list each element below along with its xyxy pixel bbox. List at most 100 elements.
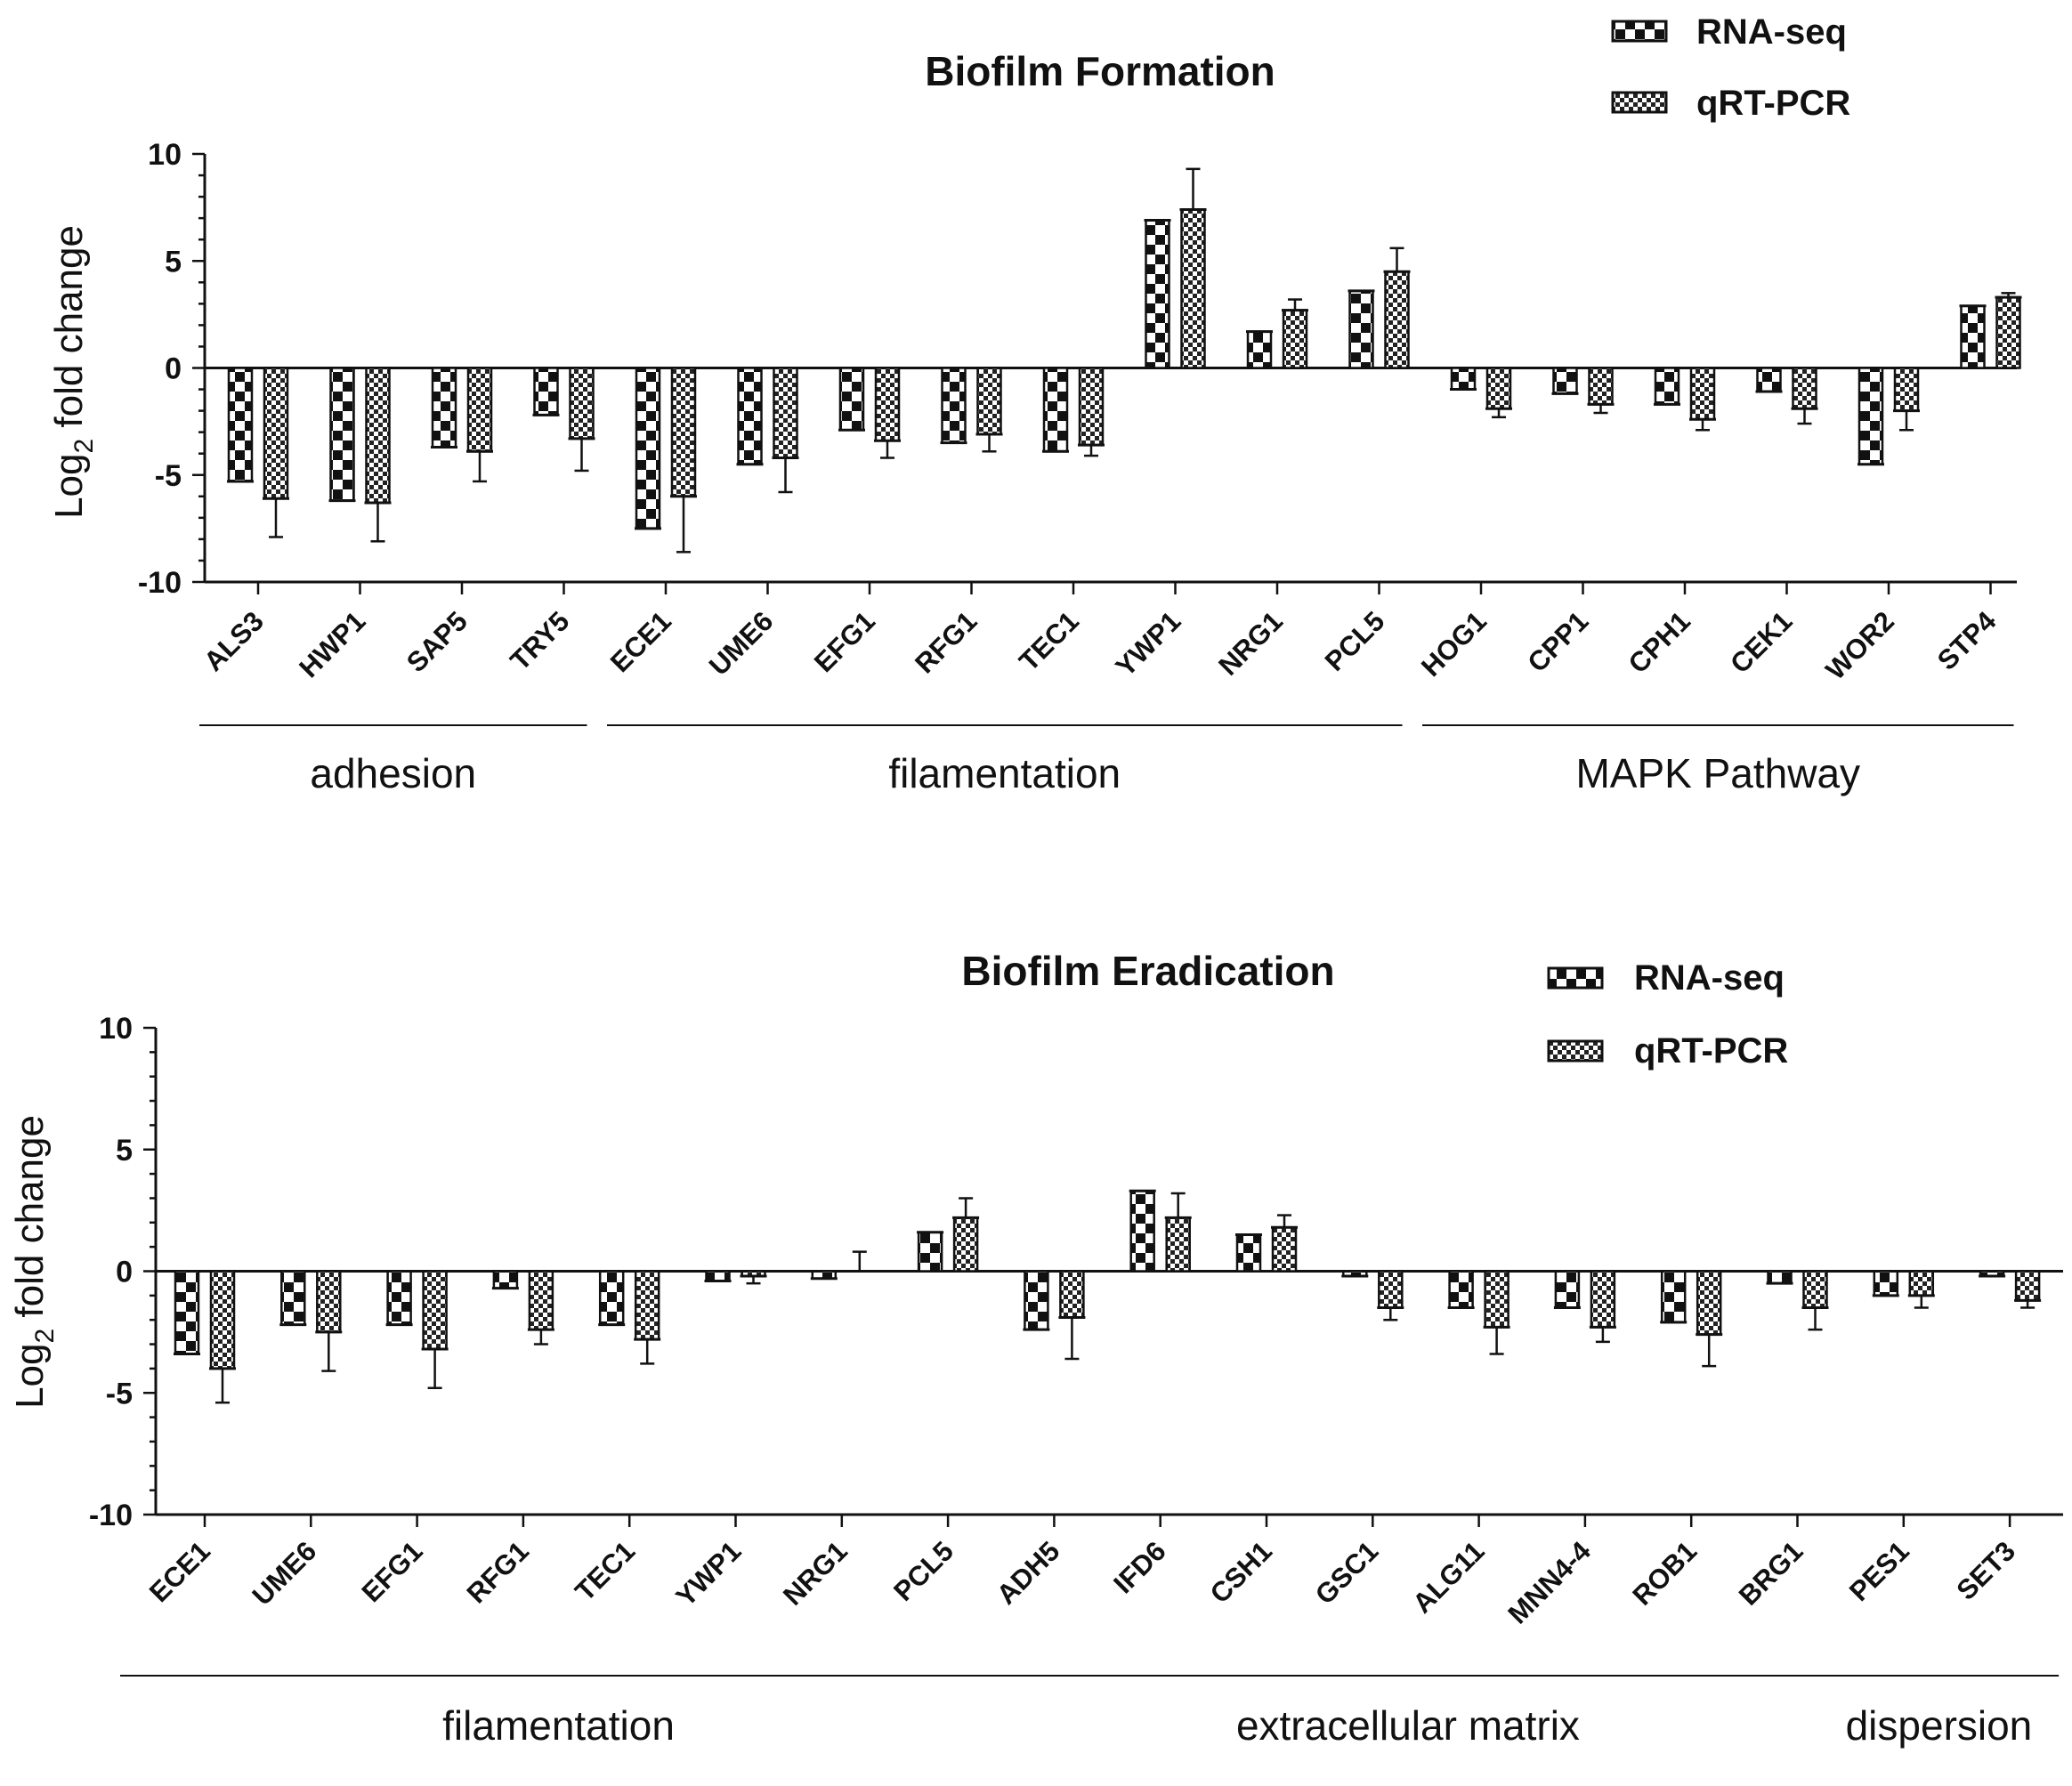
bar-rna-seq-nrg1 xyxy=(1246,330,1273,369)
legend-label-rna-seq: RNA-seq xyxy=(1696,12,1847,52)
x-tick-label: UME6 xyxy=(247,1535,323,1612)
y-tick-label: -10 xyxy=(89,1499,133,1532)
chart-title: Biofilm Formation xyxy=(925,48,1275,94)
category-labels: ECE1 UME6 EFG1 RFG1 TEC1 YWP1 NRG1 PCL5 ADH5 IFD6… xyxy=(143,1535,2021,1630)
x-tick-label: BRG1 xyxy=(1733,1535,1809,1612)
y-tick-label: 10 xyxy=(99,1012,133,1046)
bar-qrt-pcr-efg1 xyxy=(422,1270,448,1351)
x-tick-label: YWP1 xyxy=(670,1535,748,1612)
legend-swatch-qrt-pcr xyxy=(1611,91,1668,114)
bar-qrt-pcr-ywp1 xyxy=(1180,208,1206,369)
gene-groups: filamentation extracellular matrix dispers… xyxy=(120,1675,2060,1749)
gene-groups: adhesion filamentation MAPK Pathway xyxy=(199,724,2014,796)
bar-rna-seq-ywp1 xyxy=(705,1270,731,1282)
bar-rna-seq-als3 xyxy=(227,367,254,483)
bar-qrt-pcr-pcl5 xyxy=(952,1216,979,1273)
bar-qrt-pcr-set3 xyxy=(2014,1270,2041,1302)
axes: 10 5 0 -5 -10 xyxy=(89,1012,2063,1532)
bar-qrt-pcr-tec1 xyxy=(634,1270,660,1341)
x-tick-label: RFG1 xyxy=(461,1535,535,1609)
x-tick-label: CPH1 xyxy=(1623,605,1696,679)
x-tick-label: HOG1 xyxy=(1415,605,1493,683)
y-tick-label: 5 xyxy=(165,245,182,279)
bar-rna-seq-ume6 xyxy=(737,367,763,465)
bar-rna-seq-ece1 xyxy=(635,367,661,530)
bar-qrt-pcr-cek1 xyxy=(1792,367,1817,410)
bars xyxy=(174,1189,2042,1404)
bar-qrt-pcr-ece1 xyxy=(670,367,697,498)
x-tick-label: TEC1 xyxy=(569,1535,641,1607)
bar-rna-seq-brg1 xyxy=(1767,1270,1793,1285)
bar-rna-seq-wor2 xyxy=(1858,367,1884,465)
bar-rna-seq-sap5 xyxy=(431,367,457,449)
panel-biofilm-formation: Biofilm Formation RNA-seq qRT-PCR Log2 f… xyxy=(47,12,2022,796)
bar-rna-seq-tec1 xyxy=(1042,367,1069,453)
bar-rna-seq-tec1 xyxy=(598,1270,625,1326)
x-tick-label: ALS3 xyxy=(198,605,270,677)
x-tick-label: TRY5 xyxy=(504,605,575,676)
x-tick-label: SET3 xyxy=(1950,1535,2021,1606)
legend-swatch-qrt-pcr xyxy=(1547,1039,1604,1063)
x-tick-label: CEK1 xyxy=(1724,605,1798,679)
bar-rna-seq-cpp1 xyxy=(1552,367,1578,395)
legend-swatch-rna-seq xyxy=(1611,20,1668,43)
axes: 10 5 0 -5 -10 xyxy=(138,138,2017,600)
y-tick-label: -10 xyxy=(138,566,182,600)
x-tick-label: SAP5 xyxy=(401,605,473,678)
y-axis-label: Log2 fold change xyxy=(47,225,99,519)
group-label: adhesion xyxy=(310,750,476,796)
x-tick-label: GSC1 xyxy=(1309,1535,1384,1610)
bar-rna-seq-cph1 xyxy=(1654,367,1680,406)
legend-label-qrt-pcr: qRT-PCR xyxy=(1696,84,1850,123)
bar-rna-seq-efg1 xyxy=(838,367,865,432)
x-tick-label: PES1 xyxy=(1843,1535,1915,1607)
x-tick-label: EFG1 xyxy=(356,1535,429,1608)
bar-rna-seq-stp4 xyxy=(1960,304,1986,369)
bar-qrt-pcr-sap5 xyxy=(466,367,493,453)
bar-rna-seq-hog1 xyxy=(1450,367,1477,391)
x-tick-label: STP4 xyxy=(1931,605,2003,676)
bar-rna-seq-efg1 xyxy=(386,1270,412,1326)
bar-qrt-pcr-alg11 xyxy=(1484,1270,1509,1329)
y-tick-label: 10 xyxy=(148,138,182,172)
x-tick-label: WOR2 xyxy=(1819,605,1900,686)
x-tick-label: YWP1 xyxy=(1110,605,1187,683)
y-tick-label: 0 xyxy=(165,352,182,386)
group-label: extracellular matrix xyxy=(1236,1702,1580,1749)
bar-rna-seq-alg11 xyxy=(1448,1270,1474,1309)
x-tick-label: TEC1 xyxy=(1013,605,1085,677)
bar-qrt-pcr-gsc1 xyxy=(1378,1270,1404,1309)
bar-qrt-pcr-rfg1 xyxy=(976,367,1002,436)
bar-rna-seq-try5 xyxy=(533,367,559,416)
bar-rna-seq-ifd6 xyxy=(1129,1189,1155,1273)
x-tick-label: MNN4-4 xyxy=(1501,1535,1597,1630)
x-tick-label: ECE1 xyxy=(604,605,677,678)
x-tick-label: EFG1 xyxy=(808,605,881,678)
bar-rna-seq-pcl5 xyxy=(917,1231,943,1273)
x-tick-label: IFD6 xyxy=(1107,1535,1171,1599)
bar-qrt-pcr-try5 xyxy=(569,367,595,440)
x-tick-label: NRG1 xyxy=(1212,605,1289,682)
bar-qrt-pcr-als3 xyxy=(263,367,289,500)
bar-rna-seq-pcl5 xyxy=(1348,289,1374,369)
x-tick-label: ECE1 xyxy=(143,1535,216,1608)
group-label: filamentation xyxy=(442,1702,675,1749)
bar-qrt-pcr-ume6 xyxy=(316,1270,342,1334)
bar-rna-seq-ece1 xyxy=(174,1270,200,1355)
x-tick-label: CSH1 xyxy=(1204,1535,1278,1609)
x-tick-label: ROB1 xyxy=(1626,1535,1703,1612)
bar-rna-seq-ywp1 xyxy=(1145,219,1170,369)
y-tick-label: -5 xyxy=(106,1377,133,1410)
bar-rna-seq-ume6 xyxy=(280,1270,306,1326)
x-tick-label: NRG1 xyxy=(777,1535,854,1612)
bar-rna-seq-pes1 xyxy=(1873,1270,1899,1297)
bar-rna-seq-hwp1 xyxy=(329,367,355,502)
bar-qrt-pcr-ifd6 xyxy=(1165,1216,1191,1273)
bar-rna-seq-rfg1 xyxy=(941,367,967,444)
x-tick-label: CPP1 xyxy=(1521,605,1594,678)
bar-qrt-pcr-hwp1 xyxy=(365,367,391,505)
bar-qrt-pcr-pcl5 xyxy=(1384,271,1410,369)
bar-qrt-pcr-csh1 xyxy=(1271,1226,1298,1273)
bar-rna-seq-adh5 xyxy=(1024,1270,1049,1331)
group-label: MAPK Pathway xyxy=(1575,750,1860,796)
